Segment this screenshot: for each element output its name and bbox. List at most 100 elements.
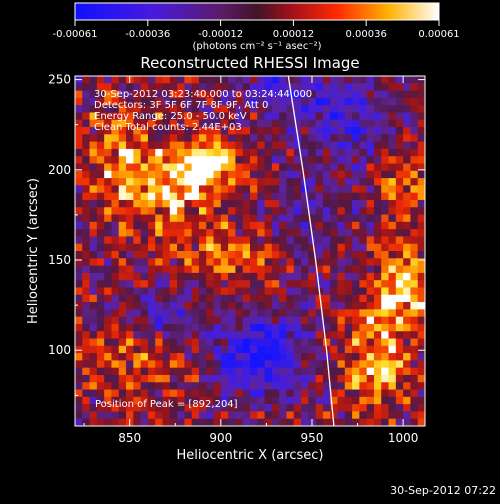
heatmap-cell [301, 170, 309, 179]
heatmap-cell [264, 316, 273, 325]
heatmap-cell [75, 382, 83, 391]
heatmap-cell [133, 302, 142, 310]
heatmap-cell [286, 192, 295, 201]
heatmap-cell [96, 389, 105, 398]
heatmap-cell [381, 112, 390, 121]
heatmap-cell [344, 280, 353, 289]
heatmap-cell [315, 323, 324, 332]
heatmap-cell [381, 396, 390, 405]
heatmap-cell [337, 221, 346, 230]
chart-title: Reconstructed RHESSI Image [140, 54, 359, 72]
heatmap-cell [235, 199, 244, 208]
heatmap-cell [330, 265, 339, 274]
heatmap-cell [373, 258, 382, 267]
heatmap-cell [257, 119, 266, 128]
heatmap-cell [330, 76, 339, 84]
heatmap-cell [410, 178, 419, 186]
heatmap-cell [228, 112, 237, 121]
heatmap-cell [213, 90, 222, 99]
heatmap-cell [104, 258, 113, 267]
heatmap-cell [330, 294, 339, 303]
heatmap-cell [250, 207, 258, 216]
heatmap-cell [89, 141, 98, 150]
heatmap-cell [75, 258, 83, 267]
heatmap-cell [213, 207, 222, 216]
heatmap-cell [191, 105, 200, 114]
heatmap-cell [301, 156, 309, 165]
heatmap-cell [162, 185, 171, 194]
heatmap-cell [140, 360, 149, 369]
heatmap-cell [286, 382, 295, 391]
heatmap-cell [220, 170, 229, 179]
heatmap-cell [322, 418, 331, 426]
heatmap-cell [301, 243, 309, 252]
heatmap-cell [133, 396, 142, 405]
heatmap-cell [322, 163, 331, 172]
heatmap-cell [264, 97, 273, 106]
heatmap-cell [155, 396, 164, 405]
heatmap-cell [169, 323, 178, 332]
heatmap-cell [395, 280, 404, 289]
heatmap-cell [162, 243, 171, 252]
heatmap-cell [118, 119, 127, 128]
heatmap-cell [184, 309, 193, 318]
heatmap-cell [82, 207, 91, 216]
heatmap-cell [337, 156, 346, 165]
heatmap-cell [177, 97, 185, 106]
heatmap-cell [315, 272, 324, 281]
heatmap-cell [126, 338, 134, 347]
heatmap-cell [373, 287, 382, 296]
heatmap-cell [344, 214, 353, 223]
heatmap-cell [228, 411, 237, 420]
heatmap-cell [147, 258, 156, 267]
heatmap-cell [293, 207, 302, 216]
heatmap-cell [352, 97, 360, 106]
heatmap-cell [381, 360, 390, 369]
heatmap-cell [198, 76, 207, 84]
heatmap-cell [308, 360, 317, 369]
heatmap-cell [410, 294, 419, 303]
heatmap-cell [184, 170, 193, 179]
heatmap-cell [206, 243, 215, 252]
heatmap-cell [286, 236, 295, 245]
heatmap-cell [330, 127, 339, 135]
heatmap-cell [388, 156, 397, 165]
heatmap-cell [213, 141, 222, 150]
heatmap-cell [242, 374, 251, 383]
heatmap-cell [155, 382, 164, 391]
heatmap-cell [330, 221, 339, 230]
heatmap-cell [104, 353, 113, 361]
heatmap-cell [264, 141, 273, 150]
heatmap-cell [126, 90, 134, 99]
heatmap-cell [410, 97, 419, 106]
heatmap-cell [133, 76, 142, 84]
heatmap-cell [388, 229, 397, 238]
heatmap-cell [169, 214, 178, 223]
heatmap-cell [82, 185, 91, 194]
heatmap-cell [111, 185, 120, 194]
heatmap-cell [111, 170, 120, 179]
heatmap-cell [228, 76, 237, 84]
heatmap-cell [271, 331, 280, 340]
heatmap-cell [104, 76, 113, 84]
heatmap-cell [366, 163, 375, 172]
heatmap-cell [330, 229, 339, 238]
heatmap-cell [366, 192, 375, 201]
heatmap-cell [293, 323, 302, 332]
heatmap-cell [330, 302, 339, 310]
heatmap-cell [344, 229, 353, 238]
heatmap-cell [257, 280, 266, 289]
heatmap-cell [198, 170, 207, 179]
heatmap-cell [191, 134, 200, 143]
heatmap-cell [198, 178, 207, 186]
heatmap-cell [417, 418, 425, 426]
heatmap-cell [373, 185, 382, 194]
heatmap-cell [162, 199, 171, 208]
heatmap-cell [235, 367, 244, 376]
heatmap-cell [403, 221, 412, 230]
heatmap-cell [286, 316, 295, 325]
heatmap-cell [403, 382, 412, 391]
heatmap-cell [126, 316, 134, 325]
heatmap-cell [271, 207, 280, 216]
heatmap-cell [242, 229, 251, 238]
